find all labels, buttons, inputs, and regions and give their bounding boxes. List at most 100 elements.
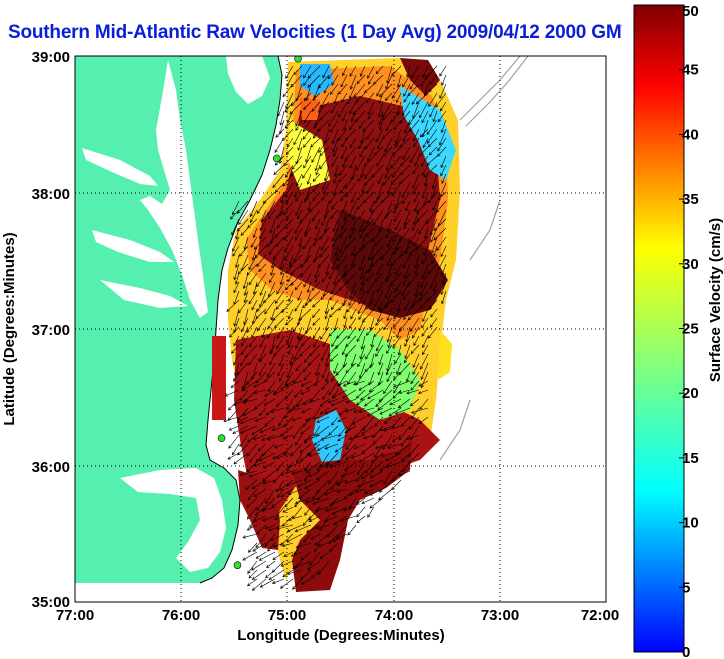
velocity-arrow bbox=[331, 227, 339, 242]
velocity-arrow bbox=[339, 182, 348, 194]
velocity-arrow bbox=[428, 83, 438, 93]
velocity-arrow bbox=[401, 191, 411, 205]
velocity-arrow bbox=[438, 128, 447, 146]
velocity-arrow bbox=[316, 470, 330, 481]
velocity-arrow bbox=[375, 65, 384, 75]
velocity-arrow bbox=[369, 479, 384, 488]
station-marker bbox=[217, 434, 226, 443]
velocity-arrow bbox=[242, 380, 258, 391]
velocity-arrow bbox=[374, 191, 384, 204]
velocity-arrow bbox=[364, 137, 375, 150]
velocity-arrow bbox=[391, 416, 402, 429]
velocity-arrow bbox=[240, 317, 249, 333]
x-axis-label: Longitude (Degrees:Minutes) bbox=[237, 627, 445, 644]
velocity-arrow bbox=[431, 173, 438, 190]
velocity-arrow bbox=[258, 263, 267, 273]
velocity-arrow bbox=[267, 380, 276, 392]
velocity-arrow bbox=[358, 119, 366, 130]
velocity-arrow bbox=[395, 218, 402, 231]
velocity-arrow bbox=[292, 317, 303, 333]
velocity-arrow bbox=[403, 263, 411, 279]
velocity-arrow bbox=[285, 263, 294, 274]
velocity-arrow bbox=[377, 308, 384, 323]
velocity-arrow bbox=[375, 317, 384, 326]
velocity-arrow bbox=[321, 380, 330, 391]
velocity-arrow bbox=[255, 551, 267, 559]
velocity-arrow bbox=[342, 119, 348, 131]
velocity-arrow bbox=[264, 524, 276, 530]
velocity-arrow bbox=[322, 335, 330, 348]
velocity-arrow bbox=[290, 551, 303, 557]
y-tick-label: 38:00 bbox=[32, 186, 70, 203]
velocity-arrow bbox=[391, 146, 402, 156]
velocity-arrow bbox=[292, 398, 303, 410]
velocity-arrow bbox=[404, 299, 411, 311]
velocity-arrow bbox=[283, 416, 294, 428]
velocity-arrow bbox=[437, 191, 447, 201]
velocity-arrow bbox=[348, 488, 366, 496]
velocity-arrow bbox=[403, 92, 411, 103]
velocity-arrow bbox=[345, 236, 357, 249]
velocity-arrow bbox=[317, 542, 330, 547]
velocity-arrow bbox=[305, 380, 321, 390]
velocity-arrow bbox=[329, 497, 339, 507]
velocity-arrow bbox=[349, 137, 357, 149]
velocity-arrow bbox=[345, 398, 357, 404]
velocity-arrow bbox=[334, 245, 339, 257]
velocity-arrow bbox=[432, 281, 438, 293]
velocity-arrow bbox=[362, 236, 375, 248]
velocity-arrow bbox=[398, 362, 411, 376]
velocity-arrow bbox=[289, 353, 294, 365]
velocity-arrow bbox=[302, 362, 312, 372]
velocity-arrow bbox=[242, 533, 258, 539]
velocity-arrow bbox=[304, 290, 312, 307]
velocity-arrow bbox=[422, 65, 429, 78]
velocity-arrow bbox=[440, 155, 447, 169]
velocity-arrow bbox=[355, 110, 366, 123]
velocity-arrow bbox=[409, 227, 420, 244]
velocity-arrow bbox=[420, 362, 429, 381]
velocity-arrow bbox=[264, 389, 276, 397]
velocity-arrow bbox=[421, 326, 429, 337]
velocity-arrow bbox=[242, 272, 249, 290]
velocity-arrow bbox=[349, 65, 357, 77]
velocity-arrow bbox=[384, 416, 393, 425]
colorbar-tick-label: 50 bbox=[682, 3, 699, 20]
velocity-arrow bbox=[322, 65, 330, 79]
velocity-arrow bbox=[319, 515, 330, 532]
velocity-arrow bbox=[338, 101, 348, 118]
velocity-arrow bbox=[266, 326, 276, 339]
x-tick-label: 74:00 bbox=[375, 607, 413, 624]
velocity-arrow bbox=[378, 353, 384, 366]
velocity-arrow bbox=[328, 110, 339, 127]
velocity-arrow bbox=[409, 74, 420, 90]
velocity-arrow bbox=[259, 425, 276, 434]
velocity-arrow bbox=[344, 425, 357, 434]
station-marker bbox=[272, 154, 281, 163]
velocity-arrow bbox=[429, 101, 438, 118]
velocity-arrow bbox=[319, 146, 330, 156]
velocity-arrow bbox=[294, 218, 303, 234]
velocity-arrow bbox=[329, 290, 339, 301]
velocity-arrow bbox=[279, 272, 285, 285]
velocity-arrow bbox=[365, 344, 375, 360]
velocity-arrow bbox=[232, 425, 249, 435]
velocity-arrow bbox=[251, 569, 267, 580]
velocity-arrow bbox=[384, 92, 393, 101]
velocity-arrow bbox=[282, 173, 294, 187]
velocity-arrow bbox=[343, 308, 348, 320]
velocity-arrow bbox=[358, 308, 366, 321]
velocity-arrow bbox=[348, 290, 357, 306]
velocity-arrow bbox=[294, 497, 312, 505]
velocity-arrow bbox=[268, 569, 285, 580]
velocity-arrow bbox=[309, 551, 321, 566]
velocity-arrow bbox=[292, 578, 303, 590]
velocity-arrow bbox=[323, 218, 330, 233]
velocity-arrow bbox=[340, 191, 348, 202]
velocity-arrow bbox=[300, 263, 312, 278]
velocity-arrow bbox=[349, 281, 357, 299]
velocity-arrow bbox=[421, 164, 429, 176]
station-marker bbox=[233, 561, 242, 569]
velocity-arrow bbox=[343, 209, 348, 221]
